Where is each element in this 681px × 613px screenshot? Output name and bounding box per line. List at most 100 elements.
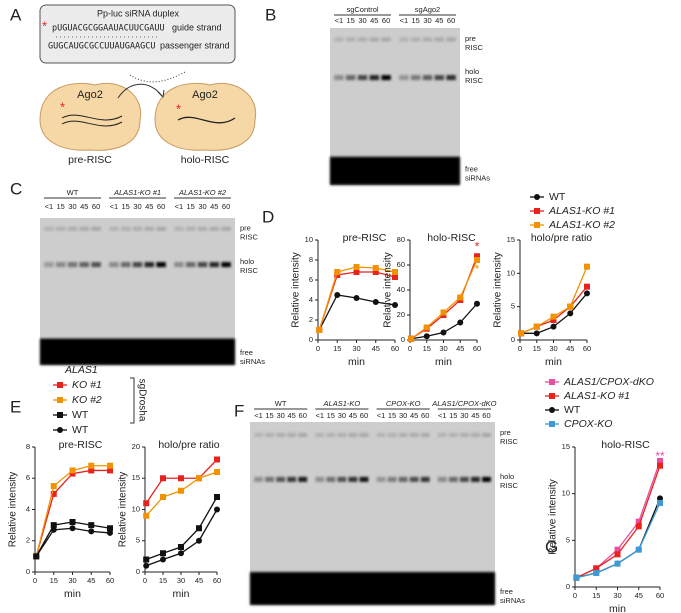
y-tick-label: 5	[511, 302, 515, 311]
holo-band	[67, 262, 78, 268]
pre-band	[446, 37, 456, 42]
pre-band	[91, 226, 101, 231]
x-tick-label: 30	[549, 344, 557, 353]
pre-band	[221, 226, 231, 231]
lane-label: <1	[335, 16, 344, 25]
data-point	[57, 382, 63, 388]
data-point	[372, 299, 379, 305]
x-tick-label: 15	[159, 576, 167, 585]
data-point	[143, 562, 150, 569]
data-point	[214, 469, 220, 475]
data-point	[614, 560, 621, 567]
data-point	[57, 427, 63, 433]
x-tick-label: 0	[33, 576, 37, 585]
data-point	[214, 456, 220, 463]
y-tick-label: 10	[132, 504, 140, 513]
x-tick-label: 45	[456, 344, 464, 353]
pre-band	[334, 37, 344, 42]
pre-band	[410, 37, 421, 42]
x-axis-label: min	[435, 356, 452, 368]
lane-label: <1	[400, 16, 409, 25]
pre-band	[287, 432, 297, 437]
x-tick-label: 0	[518, 344, 522, 353]
data-point	[107, 525, 113, 532]
pre-band	[459, 432, 469, 437]
panel-label: G	[545, 537, 558, 556]
legend-label: WT	[72, 424, 89, 436]
lane-label: 45	[210, 202, 218, 211]
data-point	[457, 319, 464, 326]
guide-seq: pUGUACGCGGAAUACUUCGAUU	[52, 24, 165, 34]
x-tick-label: 0	[573, 591, 577, 600]
data-point	[423, 324, 430, 331]
data-point	[214, 506, 220, 513]
holo-band	[482, 476, 491, 482]
pre-band	[398, 432, 408, 437]
holo-band	[315, 476, 325, 482]
duplex-box	[39, 4, 236, 64]
holo-band	[79, 262, 90, 268]
pre-band	[348, 432, 358, 437]
box-title: Pp-luc siRNA duplex	[97, 8, 180, 18]
x-tick-label: 60	[106, 576, 114, 585]
free-band	[250, 572, 495, 605]
annotation: **	[655, 449, 665, 463]
legend-bracket	[130, 377, 135, 424]
x-tick-label: 0	[316, 344, 320, 353]
y-axis-label: Relative intensity	[118, 472, 129, 548]
holo-band	[410, 75, 421, 81]
holo-band	[376, 476, 386, 482]
guide-strand	[177, 116, 236, 124]
pre-band	[437, 432, 447, 437]
holo-band	[287, 476, 297, 482]
x-axis-label: min	[545, 356, 562, 368]
lane-label: 15	[57, 202, 65, 211]
data-point	[657, 462, 663, 469]
lane-label: 45	[435, 16, 443, 25]
legend-label: ALAS1/CPOX-dKO	[563, 376, 654, 388]
side-label: holo	[240, 257, 254, 266]
y-axis-label: Relative intensity	[493, 252, 504, 328]
ago2-shape	[39, 82, 142, 151]
pre-band	[185, 226, 196, 231]
pre-band	[369, 37, 380, 42]
data-point	[423, 333, 430, 340]
holo-band	[359, 476, 369, 482]
holo-band	[120, 262, 131, 268]
data-point	[196, 537, 202, 544]
data-point	[143, 512, 150, 519]
y-tick-label: 0	[309, 335, 313, 344]
lane-label: 45	[80, 202, 88, 211]
free-band	[40, 338, 235, 365]
pre-band	[120, 226, 131, 231]
lane-label: 60	[92, 202, 100, 211]
data-point	[69, 470, 76, 477]
lane-label: 15	[122, 202, 130, 211]
holo-band	[185, 262, 196, 268]
data-point	[550, 323, 557, 330]
lane-label: 45	[145, 202, 153, 211]
data-point	[196, 475, 202, 482]
lane-label: 30	[198, 202, 206, 211]
data-point	[33, 553, 40, 560]
series-line	[576, 460, 661, 579]
pre-band	[174, 226, 184, 231]
y-tick-label: 0	[26, 567, 30, 576]
x-tick-label: 15	[533, 344, 541, 353]
x-tick-label: 15	[423, 344, 431, 353]
data-point	[635, 523, 642, 530]
lane-label: 60	[482, 411, 490, 420]
group-label: ALAS1/CPOX-dKO	[431, 399, 496, 408]
data-point	[584, 290, 590, 297]
label-star: *	[42, 18, 47, 33]
group-label: WT	[275, 399, 287, 408]
data-point	[549, 421, 555, 427]
x-tick-label: 45	[372, 344, 380, 353]
data-point	[334, 269, 341, 275]
holo-band	[334, 75, 344, 81]
pre-band	[254, 432, 263, 437]
ago2-shape	[154, 82, 257, 151]
holo-band	[387, 476, 397, 482]
lane-label: 60	[382, 16, 390, 25]
